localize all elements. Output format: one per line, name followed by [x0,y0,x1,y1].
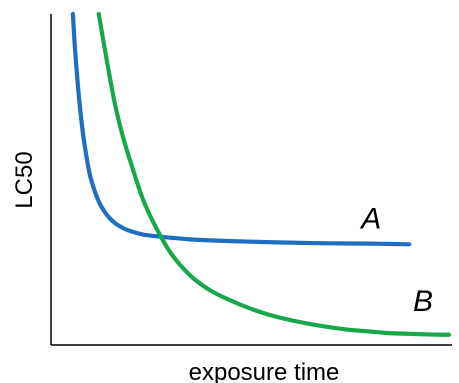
series-label-layer: AB [359,202,433,317]
series-layer [70,11,452,337]
series-line-b [96,11,452,337]
series-line-a [70,11,412,247]
x-axis-title: exposure time [189,359,340,383]
series-label-a: A [359,202,381,235]
y-axis-title: LC50 [11,151,38,208]
series-label-b: B [413,285,433,318]
plot-area: AB [50,11,452,346]
